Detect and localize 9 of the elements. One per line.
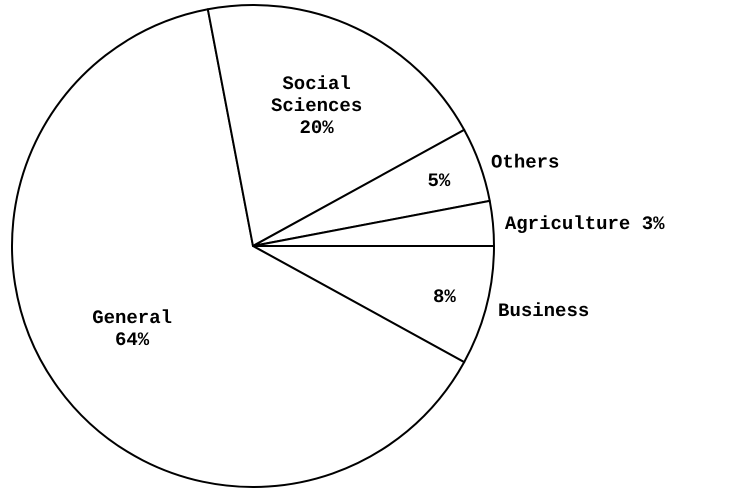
data-label: 5% (428, 170, 451, 192)
slice-label: General (92, 306, 172, 329)
data-label: 8% (433, 286, 456, 308)
slice-label: Business (498, 300, 590, 322)
slice-label: Others (491, 151, 560, 174)
data-label: 20% (300, 116, 334, 139)
data-label: 64% (115, 328, 150, 351)
slice-label: Agriculture 3% (504, 213, 666, 236)
slice-label: Social Sciences (271, 72, 362, 117)
